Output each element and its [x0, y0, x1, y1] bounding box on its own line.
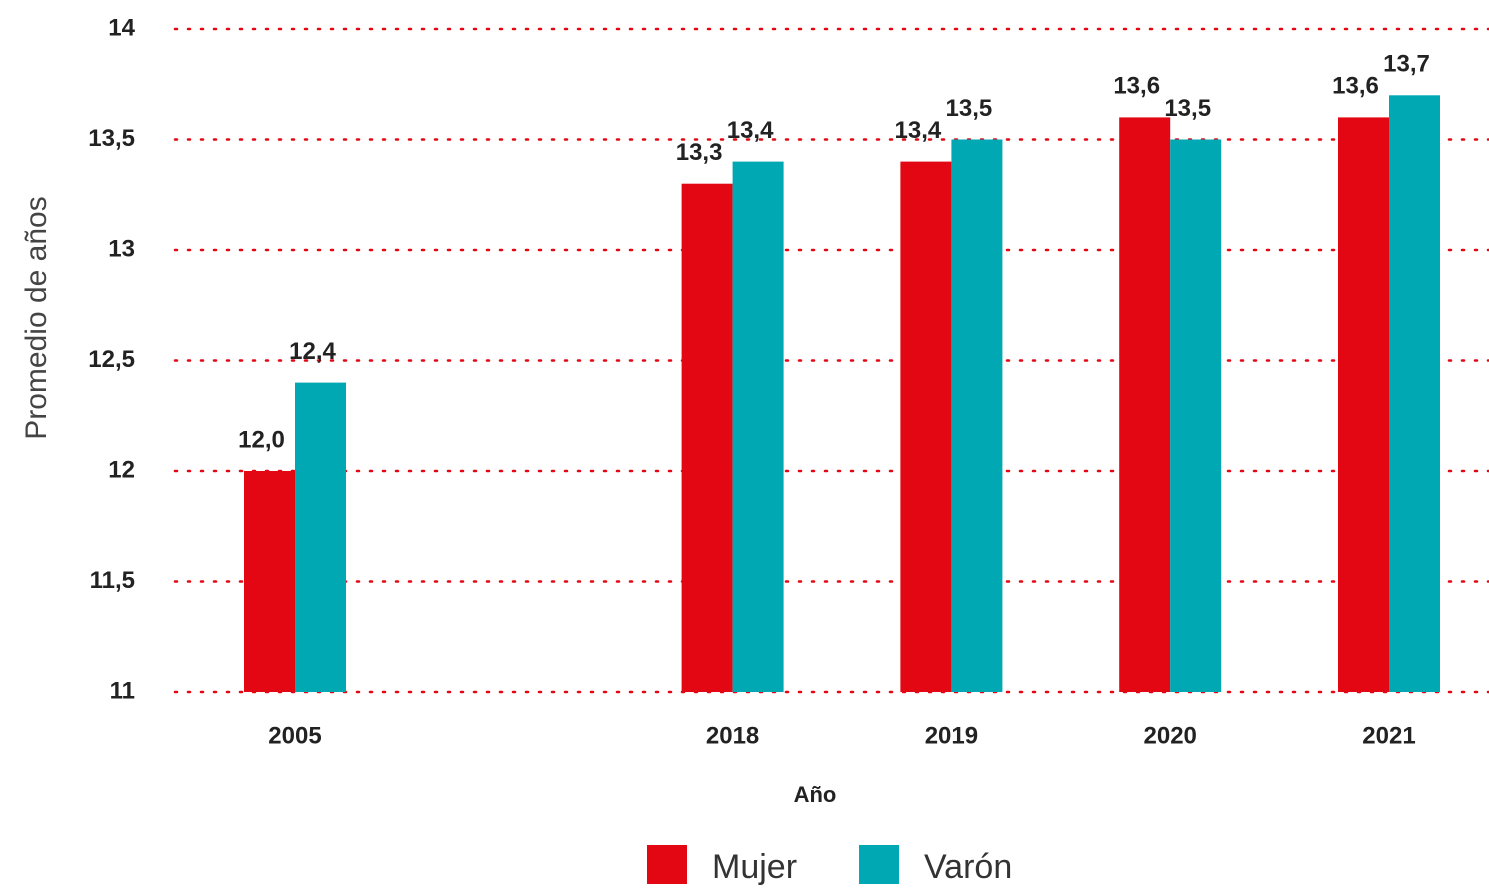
- y-tick-label: 11: [110, 677, 135, 704]
- value-label: 13,4: [727, 117, 774, 144]
- bar: [1338, 117, 1389, 692]
- value-label: 12,0: [238, 426, 285, 453]
- bar: [295, 382, 346, 692]
- bar: [1389, 95, 1440, 693]
- bar: [1170, 139, 1222, 692]
- y-tick-label: 13: [108, 235, 135, 262]
- value-label: 13,7: [1383, 51, 1430, 78]
- y-tick-label: 12,5: [88, 346, 135, 373]
- x-tick-label: 2020: [1144, 722, 1197, 749]
- value-label: 13,5: [946, 95, 993, 122]
- bar: [732, 161, 784, 693]
- y-tick-label: 11,5: [90, 567, 135, 594]
- x-tick-label: 2005: [268, 722, 321, 749]
- x-tick-label: 2018: [706, 722, 759, 749]
- value-label: 12,4: [289, 338, 336, 365]
- y-tick-label: 13,5: [88, 125, 135, 152]
- x-tick-label: 2021: [1362, 722, 1415, 749]
- legend-swatch: [859, 845, 900, 884]
- value-label: 13,3: [676, 139, 723, 166]
- x-tick-label: 2019: [925, 722, 978, 749]
- bar: [681, 183, 733, 692]
- legend-label: Mujer: [712, 848, 797, 886]
- bar: [244, 471, 295, 692]
- y-tick-label: 12: [108, 456, 135, 483]
- value-label: 13,4: [895, 117, 942, 144]
- value-label: 13,6: [1332, 73, 1379, 100]
- y-axis-label: Promedio de años: [20, 196, 53, 440]
- x-axis-label: Año: [794, 782, 837, 807]
- value-label: 13,6: [1113, 73, 1160, 100]
- value-label: 13,5: [1164, 95, 1211, 122]
- bar: [1119, 117, 1171, 692]
- bar: [951, 139, 1003, 692]
- bar: [900, 161, 952, 693]
- y-tick-label: 14: [108, 14, 135, 41]
- legend-swatch: [647, 845, 687, 884]
- legend-label: Varón: [924, 848, 1012, 886]
